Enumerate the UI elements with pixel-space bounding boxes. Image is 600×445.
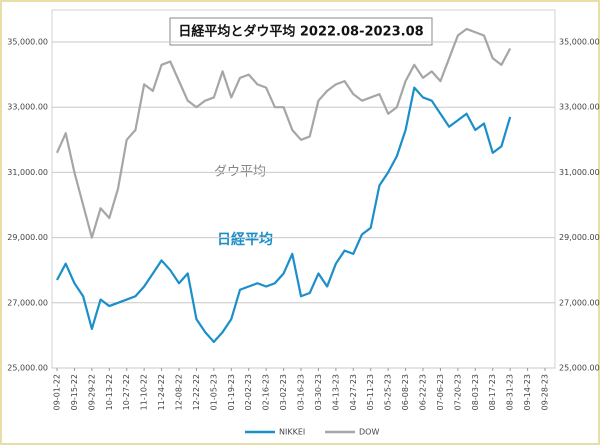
plot-area [51,9,556,369]
y2-tick-label: 25,000.00 [559,364,600,373]
legend-label: NIKKEI [279,428,305,437]
x-tick-label: 03-16-23 [297,374,306,410]
x-tick-label: 09-15-22 [70,374,79,410]
x-tick-label: 02-16-23 [262,374,271,410]
y-tick-label: 25,000.00 [7,364,48,373]
y2-tick-label: 29,000.00 [559,233,600,242]
x-tick-label: 05-25-23 [384,374,393,410]
line-series [56,86,512,344]
y-tick-label: 33,000.00 [7,103,48,112]
y2-tick-label: 31,000.00 [559,168,600,177]
x-tick-label: 12-22-22 [192,374,201,410]
x-tick-label: 06-08-23 [401,374,410,410]
y2-tick-label: 35,000.00 [559,38,600,47]
y-tick-label: 31,000.00 [7,168,48,177]
x-tick-label: 09-14-23 [523,374,532,410]
annotation: 日経平均 [217,231,273,248]
x-tick-label: 03-02-23 [279,374,288,410]
x-tick-label: 10-27-22 [122,374,131,410]
x-tick-label: 01-19-23 [227,374,236,410]
x-tick-label: 03-30-23 [314,374,323,410]
x-tick-label: 11-10-22 [140,374,149,410]
x-tick-label: 08-03-23 [471,374,480,410]
x-tick-label: 11-24-22 [157,374,166,410]
x-tick-label: 10-13-22 [105,374,114,410]
chart-title: 日経平均とダウ平均 2022.08-2023.08 [178,24,423,40]
x-tick-label: 01-05-23 [209,374,218,410]
x-tick-label: 09-29-22 [87,374,96,410]
x-tick-label: 09-28-23 [541,374,550,410]
legend-label: DOW [359,428,379,437]
title-box [169,17,433,46]
x-tick-label: 07-06-23 [436,374,445,410]
x-tick-label: 08-31-23 [506,374,515,410]
y2-tick-label: 33,000.00 [559,103,600,112]
x-tick-label: 04-27-23 [349,374,358,410]
x-tick-label: 07-20-23 [453,374,462,410]
x-tick-label: 09-01-22 [53,374,62,410]
x-tick-label: 05-11-23 [366,374,375,410]
x-tick-label: 04-13-23 [331,374,340,410]
y-tick-label: 35,000.00 [7,38,48,47]
y-tick-label: 27,000.00 [7,298,48,307]
y-tick-label: 29,000.00 [7,233,48,242]
x-tick-label: 06-22-23 [419,374,428,410]
x-tick-label: 08-17-23 [488,374,497,410]
line-series [55,27,512,239]
y2-tick-label: 27,000.00 [559,298,600,307]
x-tick-label: 12-08-22 [175,374,184,410]
x-tick-label: 02-02-23 [244,374,253,410]
